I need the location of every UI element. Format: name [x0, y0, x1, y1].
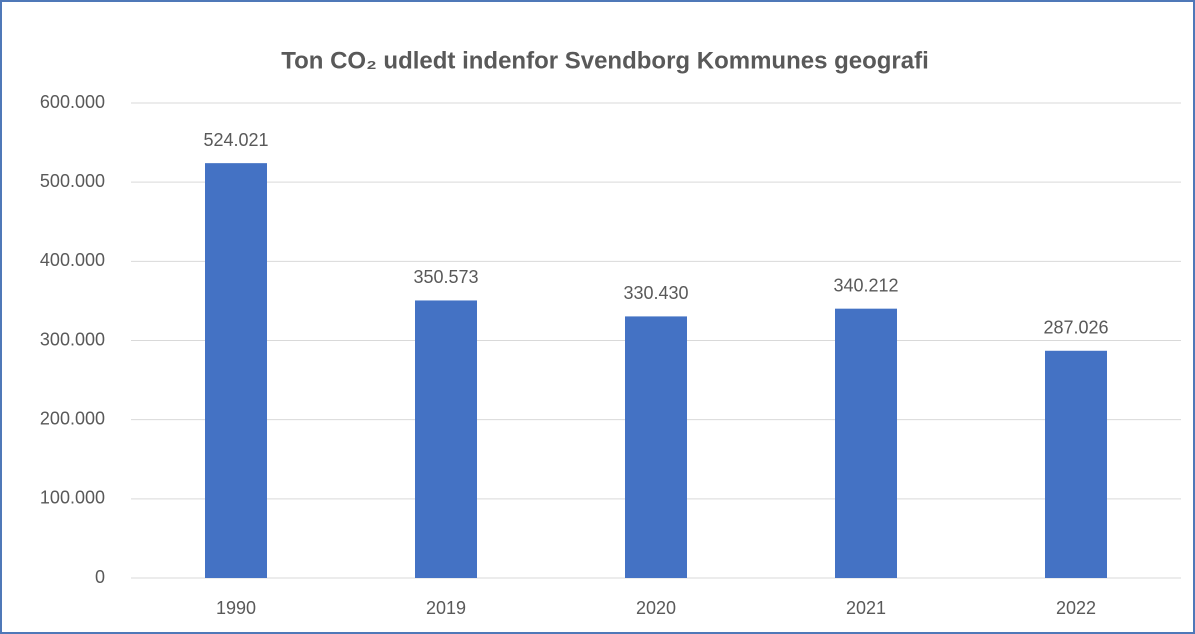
y-tick-label: 0	[95, 567, 105, 587]
x-tick-label: 2022	[1056, 598, 1096, 618]
data-label: 340.212	[833, 275, 898, 295]
y-tick-label: 400.000	[40, 250, 105, 270]
data-label: 287.026	[1043, 318, 1108, 338]
bar	[1045, 350, 1107, 578]
x-tick-label: 2021	[846, 598, 886, 618]
y-tick-label: 100.000	[40, 488, 105, 508]
chart-title: Ton CO₂ udledt indenfor Svendborg Kommun…	[281, 47, 929, 74]
bar	[835, 308, 897, 578]
x-tick-label: 1990	[216, 598, 256, 618]
data-label: 524.021	[203, 130, 268, 150]
data-label: 350.573	[413, 267, 478, 287]
bar	[625, 316, 687, 578]
y-tick-label: 200.000	[40, 408, 105, 428]
y-tick-label: 500.000	[40, 171, 105, 191]
y-tick-label: 600.000	[40, 92, 105, 112]
bar	[205, 163, 267, 579]
y-tick-label: 300.000	[40, 329, 105, 349]
x-tick-label: 2020	[636, 598, 676, 618]
bar	[415, 300, 477, 578]
x-tick-label: 2019	[426, 598, 466, 618]
data-label: 330.430	[623, 283, 688, 303]
